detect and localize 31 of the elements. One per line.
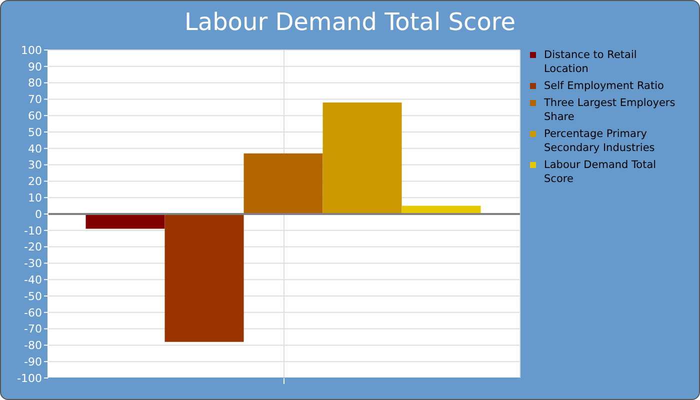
y-tick-label: -40: [24, 274, 42, 287]
y-tick-label: -30: [24, 257, 42, 270]
y-tick-label: 20: [28, 175, 42, 188]
y-tick-label: -60: [24, 306, 42, 320]
y-tick-label: 10: [28, 192, 42, 205]
legend-label: Percentage Primary Secondary Industries: [544, 127, 656, 155]
y-tick-label: 60: [28, 110, 42, 123]
legend-label: Three Largest Employers Share: [544, 96, 676, 124]
y-tick-label: 70: [28, 93, 42, 106]
y-tick-label: -70: [24, 322, 42, 336]
y-tick-label: 30: [28, 158, 42, 172]
bar: [322, 102, 402, 214]
y-tick-label: -90: [24, 356, 42, 369]
y-tick-label: -80: [24, 339, 42, 352]
bar: [244, 153, 323, 214]
y-tick-label: 90: [28, 60, 42, 74]
y-tick-label: 100: [21, 44, 42, 57]
y-tick-label: 50: [28, 126, 42, 139]
y-tick-label: -20: [24, 240, 42, 254]
y-tick-label: 0: [35, 208, 42, 221]
bar: [86, 214, 165, 229]
legend-label: Labour Demand Total Score: [544, 158, 658, 186]
legend-label: Distance to Retail Location: [544, 48, 638, 76]
legend-label: Self Employment Ratio: [544, 79, 665, 93]
y-tick-label: -50: [24, 290, 42, 303]
y-tick-label: -10: [24, 224, 42, 238]
y-tick-label: 80: [28, 76, 42, 90]
y-tick-label: -100: [17, 372, 42, 385]
chart-title: Labour Demand Total Score: [183, 8, 516, 36]
bar: [164, 214, 244, 342]
y-tick-label: 40: [28, 142, 42, 156]
